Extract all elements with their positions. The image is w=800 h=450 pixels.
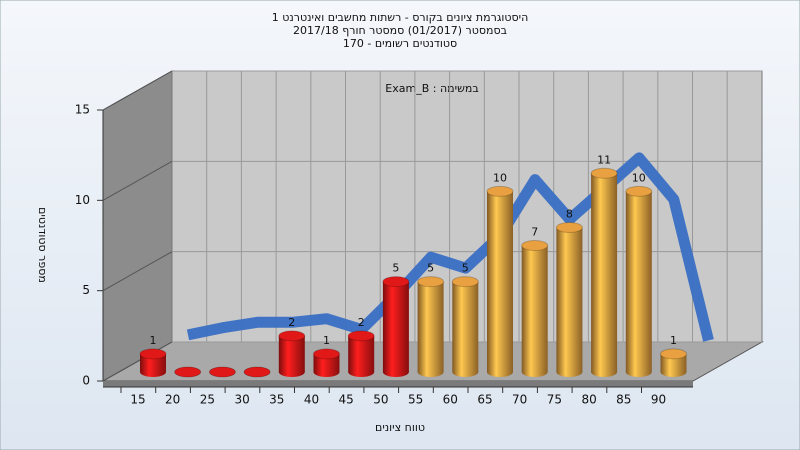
annotation: Exam_B : במשימה bbox=[385, 82, 478, 95]
x-axis-label: טווח ציונים bbox=[375, 421, 425, 434]
bar bbox=[660, 353, 687, 372]
y-tick-label: 15 bbox=[75, 103, 90, 117]
y-tick-label: 0 bbox=[82, 374, 90, 388]
bar bbox=[591, 173, 618, 372]
x-tick-label: 15 bbox=[130, 393, 145, 407]
bar bbox=[382, 281, 409, 372]
grid-line bbox=[102, 70, 173, 111]
bar bbox=[140, 353, 166, 372]
x-tick-label: 40 bbox=[304, 393, 319, 407]
x-tick-label: 85 bbox=[616, 393, 631, 407]
floor-edge bbox=[103, 381, 693, 387]
value-label: 5 bbox=[462, 262, 469, 275]
y-tick-label: 10 bbox=[75, 193, 90, 207]
bar-top bbox=[139, 348, 167, 360]
bar bbox=[278, 335, 305, 372]
grid-line bbox=[102, 160, 173, 201]
value-label: 10 bbox=[632, 171, 646, 184]
value-label: 2 bbox=[288, 316, 295, 329]
bar bbox=[452, 281, 479, 372]
bar-base bbox=[278, 367, 305, 377]
bar-top bbox=[590, 167, 618, 179]
bar bbox=[417, 281, 444, 372]
value-label: 1 bbox=[323, 334, 330, 347]
bar-base bbox=[140, 367, 166, 377]
bar-top bbox=[382, 276, 410, 288]
x-tick-label: 75 bbox=[547, 393, 562, 407]
bar-top bbox=[417, 276, 445, 288]
bar-top bbox=[555, 221, 583, 233]
fit-curve bbox=[186, 152, 714, 342]
bar bbox=[521, 245, 548, 372]
bar-base bbox=[417, 367, 444, 377]
bar-base bbox=[313, 367, 340, 377]
y-tick-label: 5 bbox=[82, 283, 90, 297]
value-label: 10 bbox=[493, 171, 507, 184]
bar-base bbox=[452, 367, 479, 377]
x-tick-label: 60 bbox=[443, 393, 458, 407]
value-label: 5 bbox=[392, 262, 399, 275]
bar-base bbox=[382, 367, 409, 377]
bar-top bbox=[521, 240, 549, 252]
left-wall bbox=[102, 70, 173, 382]
bar-top bbox=[451, 276, 479, 288]
title-line: היסטוגרמת ציונים בקורס - רשתות מחשבים וא… bbox=[272, 11, 529, 24]
x-tick-label: 55 bbox=[408, 393, 423, 407]
bar bbox=[625, 191, 652, 372]
value-label: 7 bbox=[531, 226, 538, 239]
bar-top bbox=[486, 185, 514, 197]
bar-top bbox=[313, 348, 340, 360]
grid-line bbox=[102, 251, 173, 292]
bar-base bbox=[556, 367, 583, 377]
bar bbox=[313, 353, 340, 372]
y-axis-label: מספר סטודנטים bbox=[36, 207, 49, 283]
x-tick-label: 70 bbox=[512, 393, 527, 407]
x-tick-label: 35 bbox=[269, 393, 284, 407]
bar-base bbox=[660, 367, 687, 377]
bar-top bbox=[208, 366, 236, 378]
x-tick-label: 50 bbox=[373, 393, 388, 407]
bar-top bbox=[347, 330, 375, 342]
bar-base bbox=[625, 367, 652, 377]
bar bbox=[556, 227, 583, 372]
bar-base bbox=[521, 367, 548, 377]
bar-base bbox=[487, 367, 513, 377]
grid-line bbox=[102, 341, 173, 382]
x-tick-label: 30 bbox=[234, 393, 249, 407]
value-label: 5 bbox=[427, 262, 434, 275]
bar-top bbox=[625, 185, 653, 197]
x-tick-label: 20 bbox=[165, 393, 180, 407]
title-line: בסמסטר (01/2017) סמסטר חורף 2017/18 bbox=[293, 24, 507, 37]
bar-base bbox=[348, 367, 375, 377]
x-tick-label: 90 bbox=[651, 393, 666, 407]
title-line: 170 - סטודנטים רשומים bbox=[343, 37, 457, 50]
bar-top bbox=[660, 348, 687, 360]
x-tick-label: 25 bbox=[200, 393, 215, 407]
value-label: 1 bbox=[150, 334, 157, 347]
bar-base bbox=[591, 367, 618, 377]
x-tick-label: 65 bbox=[477, 393, 492, 407]
value-label: 11 bbox=[597, 153, 611, 166]
bar-top bbox=[278, 330, 306, 342]
bar bbox=[487, 191, 513, 372]
value-label: 1 bbox=[670, 334, 677, 347]
value-label: 2 bbox=[358, 316, 365, 329]
value-label: 8 bbox=[566, 207, 573, 220]
bar bbox=[348, 335, 375, 372]
bar-top bbox=[243, 366, 271, 378]
x-tick-label: 45 bbox=[339, 393, 354, 407]
x-tick-label: 80 bbox=[581, 393, 596, 407]
bar-top bbox=[174, 366, 202, 378]
